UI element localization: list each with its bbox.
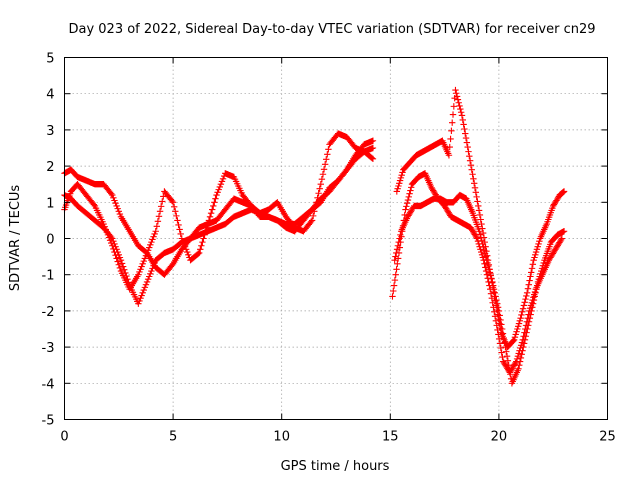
- plus-markers: [61, 137, 377, 278]
- grid-layer: [64, 57, 608, 420]
- y-tick-label: 5: [46, 52, 54, 67]
- y-tick-label: 3: [46, 124, 54, 139]
- y-tick-label: -5: [42, 414, 55, 429]
- series-trace-e: [389, 170, 566, 376]
- y-tick-label: 0: [46, 233, 54, 248]
- x-axis-label: GPS time / hours: [281, 459, 390, 474]
- chart-title: Day 023 of 2022, Sidereal Day-to-day VTE…: [68, 22, 595, 37]
- plus-markers: [61, 144, 377, 307]
- y-axis-label: SDTVAR / TECUs: [8, 185, 23, 292]
- x-tick-labels: 0 5 10 15 20 25: [60, 430, 615, 445]
- plus-markers: [393, 86, 568, 351]
- y-tick-label: -1: [42, 269, 55, 284]
- y-tick-labels: -5 -4 -3 -2 -1 0 1 2 3 4 5: [42, 52, 55, 429]
- x-tick-label: 0: [60, 430, 68, 445]
- y-tick-label: 4: [46, 88, 54, 103]
- series-trace-a: [61, 137, 377, 278]
- series-trace-b: [61, 144, 377, 307]
- series-trace-f: [393, 86, 568, 351]
- x-tick-label: 10: [273, 430, 290, 445]
- x-tick-label: 25: [599, 430, 616, 445]
- y-tick-label: -3: [42, 341, 55, 356]
- series-trace-d: [391, 191, 568, 387]
- plus-markers: [389, 170, 566, 376]
- y-tick-label: 2: [46, 160, 54, 175]
- x-tick-label: 20: [491, 430, 508, 445]
- plus-markers: [391, 191, 568, 387]
- plus-markers: [61, 130, 377, 293]
- y-tick-label: -2: [42, 305, 55, 320]
- axis-ticks: [64, 57, 608, 420]
- x-tick-label: 5: [169, 430, 177, 445]
- x-tick-label: 15: [382, 430, 399, 445]
- y-tick-label: 1: [46, 196, 54, 211]
- series-trace-c: [61, 130, 377, 293]
- y-tick-label: -4: [42, 377, 55, 392]
- data-points: [61, 86, 568, 387]
